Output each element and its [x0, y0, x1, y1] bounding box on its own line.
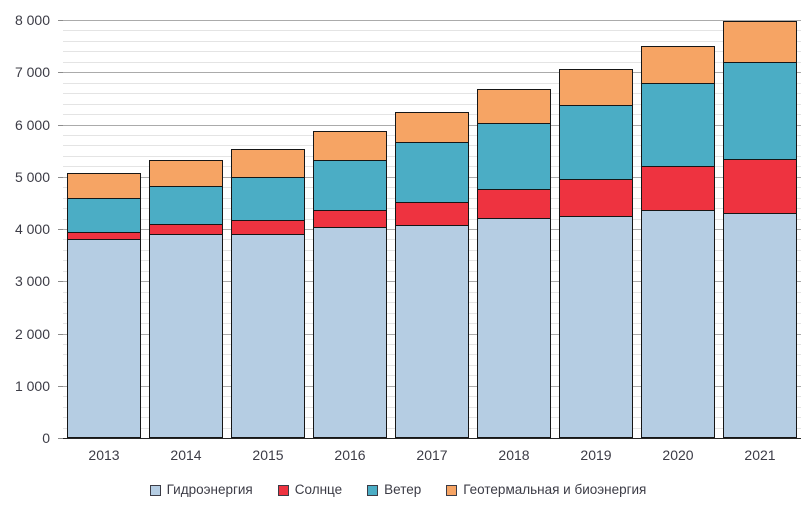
bar-segment-2015 [231, 149, 305, 178]
x-axis-label-2020: 2020 [662, 447, 694, 463]
y-axis-tick [58, 281, 63, 283]
bar-segment-2013 [67, 238, 141, 438]
x-axis-line [63, 437, 801, 439]
gridline-minor [63, 30, 801, 32]
bar-segment-2014 [149, 223, 223, 236]
legend-item: Геотермальная и биоэнергия [446, 482, 646, 498]
bar-segment-2020 [641, 82, 715, 167]
y-axis-label: 0 [42, 430, 50, 446]
bar-segment-2017 [395, 142, 469, 203]
bar-segment-2016 [313, 130, 387, 161]
bar-segment-2017 [395, 201, 469, 226]
y-axis-tick [58, 229, 63, 230]
legend-label: Ветер [384, 482, 422, 497]
y-axis-tick [58, 20, 63, 21]
x-axis-label-2015: 2015 [252, 447, 284, 463]
gridline-minor [63, 61, 801, 63]
y-axis-label: 2 000 [14, 325, 50, 342]
legend-item: Ветер [367, 482, 421, 498]
bar-segment-2013 [67, 197, 141, 233]
bars-layer [63, 20, 801, 438]
bar-segment-2015 [231, 233, 305, 438]
bar-segment-2020 [641, 209, 715, 438]
gridline-minor [63, 51, 801, 53]
bar-segment-2019 [559, 69, 633, 107]
y-axis-label: 8 000 [14, 12, 50, 28]
x-axis-label-2016: 2016 [334, 447, 366, 463]
y-axis-tick [58, 176, 63, 178]
y-axis-label: 7 000 [14, 64, 50, 81]
bar-segment-2018 [477, 188, 551, 219]
bar-segment-2020 [641, 165, 715, 211]
gridline-minor [63, 93, 801, 95]
legend-swatch [367, 484, 379, 496]
bar-segment-2016 [313, 159, 387, 211]
bar-segment-2019 [559, 105, 633, 181]
legend-label: Солнце [294, 482, 343, 497]
legend-label: Геотермальная и биоэнергия [463, 482, 647, 497]
bar-segment-2014 [149, 159, 223, 188]
y-axis-tick [58, 333, 63, 335]
y-axis-tick [58, 438, 63, 439]
bar-segment-2016 [313, 226, 387, 438]
y-axis-label: 1 000 [14, 377, 50, 394]
x-axis-label-2013: 2013 [88, 447, 120, 463]
y-axis-tick [58, 124, 63, 126]
bar-segment-2017 [395, 111, 469, 144]
bar-segment-2021 [723, 62, 797, 161]
legend-item: Гидроэнергия [149, 482, 253, 498]
bar-segment-2019 [559, 179, 633, 217]
bar-segment-2017 [395, 224, 469, 438]
gridline-minor [63, 40, 801, 42]
x-axis-label-2018: 2018 [498, 447, 530, 463]
legend: Гидроэнергия Солнце Ветер Геотермальная и б… [0, 482, 796, 498]
gridline-major [63, 72, 801, 74]
y-axis-label: 3 000 [14, 273, 50, 290]
x-axis-label-2017: 2017 [416, 447, 448, 463]
legend-swatch [446, 484, 458, 496]
y-axis-label: 4 000 [14, 221, 50, 237]
bar-segment-2021 [723, 159, 797, 215]
y-axis-tick [58, 385, 63, 387]
legend-label: Гидроэнергия [166, 482, 253, 497]
y-axis-label: 5 000 [14, 168, 50, 185]
bar-segment-2016 [313, 209, 387, 228]
bar-segment-2014 [149, 186, 223, 225]
legend-swatch [149, 484, 161, 496]
gridline-minor [63, 103, 801, 105]
bar-segment-2015 [231, 220, 305, 235]
x-axis-label-2014: 2014 [170, 447, 202, 463]
bar-segment-2018 [477, 89, 551, 124]
legend-item: Солнце [277, 482, 343, 498]
y-axis-tick [58, 72, 63, 74]
bar-segment-2015 [231, 176, 305, 222]
bar-segment-2014 [149, 234, 223, 438]
bar-segment-2019 [559, 215, 633, 438]
legend-swatch [277, 484, 289, 496]
bar-segment-2018 [477, 217, 551, 438]
bar-segment-2013 [67, 231, 141, 240]
bar-segment-2018 [477, 122, 551, 190]
bar-segment-2021 [723, 213, 797, 438]
bar-segment-2020 [641, 45, 715, 84]
bar-segment-2013 [67, 173, 141, 199]
x-axis-label-2021: 2021 [744, 447, 776, 463]
gridline-minor [63, 82, 801, 84]
y-axis-label: 6 000 [14, 116, 50, 133]
x-axis-label-2019: 2019 [580, 447, 612, 463]
gridline-major [63, 20, 801, 21]
bar-segment-2021 [723, 21, 797, 64]
plot-area [58, 20, 801, 439]
